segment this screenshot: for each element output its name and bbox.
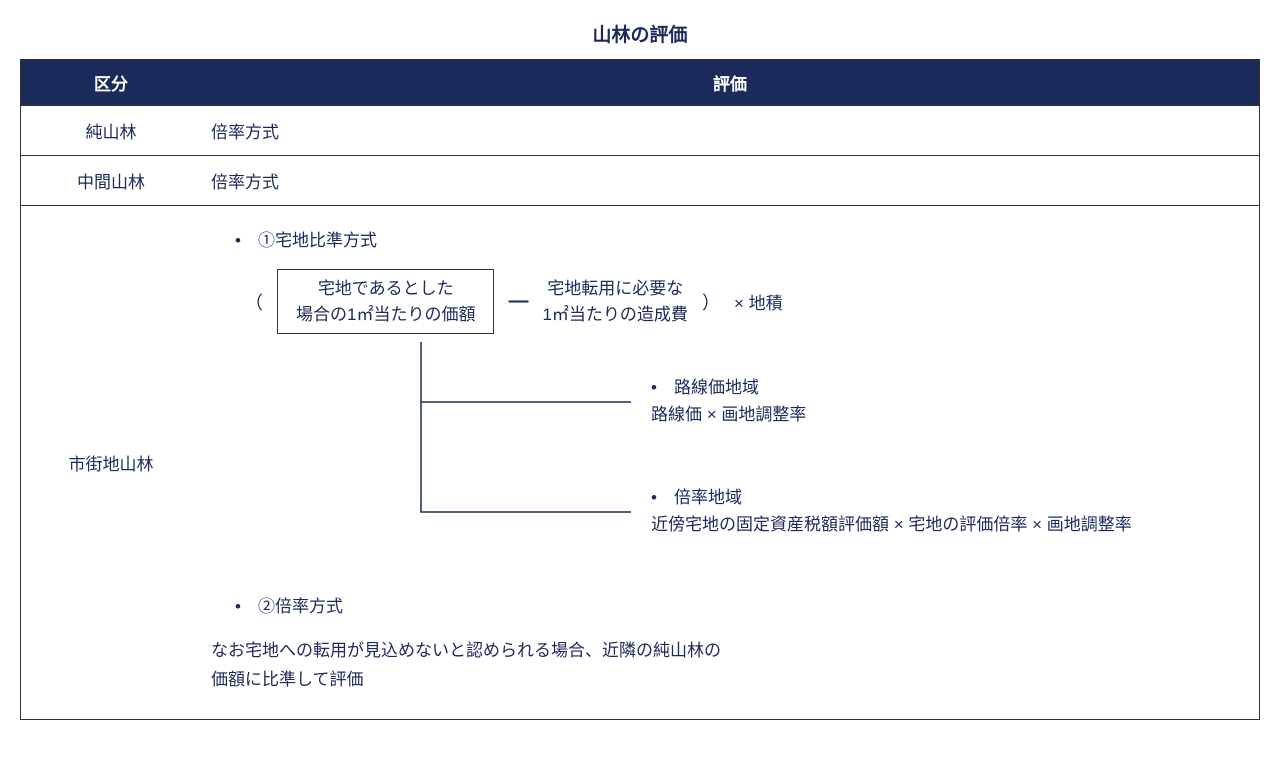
formula-box-term: 宅地であるとした 場合の1㎡当たりの価額 [277,269,494,334]
row-label-urban: 市街地山林 [21,206,201,719]
box-line2: 場合の1㎡当たりの価額 [296,302,475,328]
term2-line2: 1㎡当たりの造成費 [542,302,687,328]
note-line2: 価額に比準して評価 [211,666,1249,695]
header-category: 区分 [21,60,201,105]
row-value-urban: • ①宅地比準方式 （ 宅地であるとした 場合の1㎡当たりの価額 — 宅地転用に… [201,206,1259,719]
formula-term2: 宅地転用に必要な 1㎡当たりの造成費 [542,276,687,327]
formula: （ 宅地であるとした 場合の1㎡当たりの価額 — 宅地転用に必要な 1㎡当たりの… [245,269,1249,334]
row-label: 中間山林 [21,156,201,205]
term2-line1: 宅地転用に必要な [542,276,687,302]
branch1-detail: 路線価 × 画地調整率 [651,401,806,428]
tree-diagram: • 路線価地域 路線価 × 画地調整率 • 倍率地域 近傍宅地の固定資産税額評価… [391,342,1249,562]
close-paren: ） [702,289,720,315]
minus-icon: — [508,290,528,313]
row-value: 倍率方式 [201,156,1259,205]
evaluation-table: 区分 評価 純山林 倍率方式 中間山林 倍率方式 市街地山林 • ①宅地比準方式… [20,59,1260,720]
branch2-detail: 近傍宅地の固定資産税額評価額 × 宅地の評価倍率 × 画地調整率 [651,511,1132,538]
note-text: なお宅地への転用が見込めないと認められる場合、近隣の純山林の 価額に比準して評価 [211,637,1249,695]
branch-bairitsu: • 倍率地域 近傍宅地の固定資産税額評価額 × 宅地の評価倍率 × 画地調整率 [651,484,1132,538]
branch2-title: • 倍率地域 [651,484,1132,511]
note-line1: なお宅地への転用が見込めないと認められる場合、近隣の純山林の [211,637,1249,666]
page-title: 山林の評価 [20,20,1260,47]
table-row: 中間山林 倍率方式 [21,155,1259,205]
row-label: 純山林 [21,106,201,155]
method2-label: • ②倍率方式 [235,592,1249,617]
header-evaluation: 評価 [201,60,1259,105]
branch1-title: • 路線価地域 [651,374,806,401]
table-row-urban: 市街地山林 • ①宅地比準方式 （ 宅地であるとした 場合の1㎡当たりの価額 —… [21,205,1259,719]
box-line1: 宅地であるとした [296,276,475,302]
tree-connector-icon [391,342,651,562]
branch-rosen: • 路線価地域 路線価 × 画地調整率 [651,374,806,428]
table-row: 純山林 倍率方式 [21,105,1259,155]
method1-label: • ①宅地比準方式 [235,226,1249,251]
table-header-row: 区分 評価 [21,60,1259,105]
open-paren: （ [245,289,263,315]
multiply-area: × 地積 [734,289,783,314]
row-value: 倍率方式 [201,106,1259,155]
